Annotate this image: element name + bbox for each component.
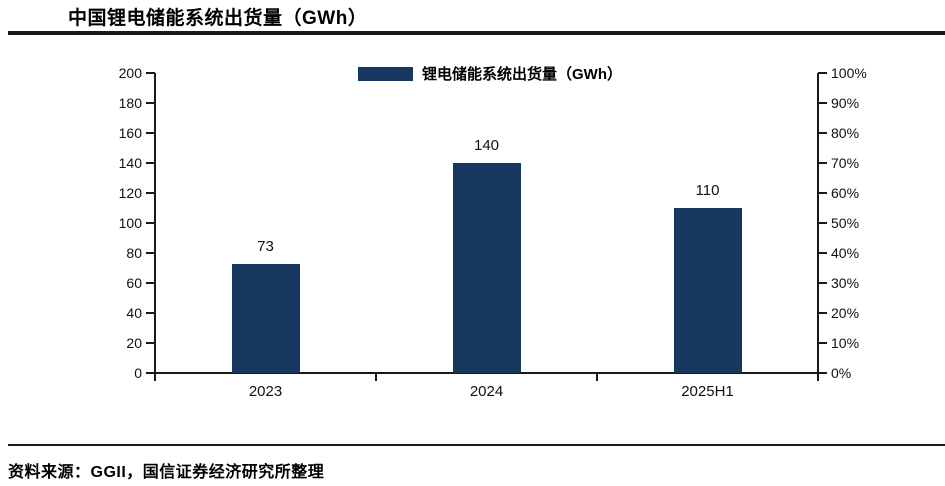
right-y-axis-tick <box>818 102 827 104</box>
left-y-axis-tick <box>146 222 155 224</box>
bar <box>452 163 521 373</box>
right-y-axis-tick-label: 10% <box>831 335 860 351</box>
bar-value-label: 140 <box>473 137 500 154</box>
left-y-axis-tick <box>146 252 155 254</box>
left-y-axis-tick <box>146 102 155 104</box>
right-y-axis-tick <box>818 312 827 314</box>
right-y-axis-tick <box>818 192 827 194</box>
x-axis-tick <box>154 374 156 381</box>
right-y-axis-tick-label: 100% <box>831 65 867 81</box>
right-y-axis-tick-label: 70% <box>831 155 860 171</box>
footer-divider <box>8 444 945 446</box>
right-y-axis-tick <box>818 162 827 164</box>
bar <box>231 263 300 373</box>
left-y-axis-tick-label: 180 <box>118 95 142 111</box>
x-axis-category-label: 2023 <box>248 383 283 400</box>
x-axis-line <box>154 372 819 374</box>
right-y-axis-tick <box>818 132 827 134</box>
left-y-axis-tick <box>146 72 155 74</box>
right-y-axis-tick <box>818 252 827 254</box>
left-y-axis-tick-label: 20 <box>126 335 142 351</box>
left-y-axis-tick <box>146 342 155 344</box>
legend-bar-swatch-icon <box>358 66 413 81</box>
right-y-axis-tick <box>818 282 827 284</box>
left-y-axis-tick <box>146 282 155 284</box>
left-y-axis-tick <box>146 192 155 194</box>
right-y-axis-tick-label: 80% <box>831 125 860 141</box>
title-divider <box>8 31 945 35</box>
x-axis-tick <box>817 374 819 381</box>
left-y-axis-tick-label: 120 <box>118 185 142 201</box>
bar <box>673 208 742 373</box>
right-y-axis-tick-label: 30% <box>831 275 860 291</box>
right-y-axis-tick-label: 50% <box>831 215 860 231</box>
left-y-axis-tick <box>146 162 155 164</box>
left-y-axis-tick <box>146 312 155 314</box>
left-y-axis-tick-label: 0 <box>134 365 142 381</box>
x-axis-category-label: 2024 <box>469 383 504 400</box>
right-y-axis-tick-label: 60% <box>831 185 860 201</box>
bar-value-label: 73 <box>257 237 274 255</box>
source-note: 资料来源：GGII，国信证券经济研究所整理 <box>8 464 325 481</box>
left-y-axis-tick <box>146 372 155 374</box>
right-y-axis-tick <box>818 342 827 344</box>
x-axis-tick <box>596 374 598 381</box>
right-y-axis-tick-label: 20% <box>831 305 860 321</box>
right-y-axis-tick-label: 90% <box>831 95 860 111</box>
x-axis-tick <box>375 374 377 381</box>
left-y-axis-line <box>154 73 156 373</box>
right-y-axis-tick <box>818 222 827 224</box>
left-y-axis-tick-label: 60 <box>126 275 142 291</box>
legend-label: 锂电储能系统出货量（GWh） <box>422 66 622 83</box>
left-y-axis-tick-label: 80 <box>126 245 142 261</box>
right-y-axis-tick <box>818 72 827 74</box>
left-y-axis-tick-label: 200 <box>118 65 142 81</box>
left-y-axis-tick-label: 40 <box>126 305 142 321</box>
left-y-axis-tick-label: 100 <box>118 215 142 231</box>
bar-value-label: 110 <box>695 182 720 199</box>
left-y-axis-tick <box>146 132 155 134</box>
chart-legend: 锂电储能系统出货量（GWh） <box>358 63 622 84</box>
left-y-axis-tick-label: 140 <box>118 155 142 171</box>
left-y-axis-tick-label: 160 <box>118 125 142 141</box>
right-y-axis-tick-label: 0% <box>831 365 852 381</box>
right-y-axis-tick <box>818 372 827 374</box>
right-y-axis-tick-label: 40% <box>831 245 860 261</box>
x-axis-category-label: 2025H1 <box>681 383 734 400</box>
page-title: 中国锂电储能系统出货量（GWh） <box>68 8 368 29</box>
